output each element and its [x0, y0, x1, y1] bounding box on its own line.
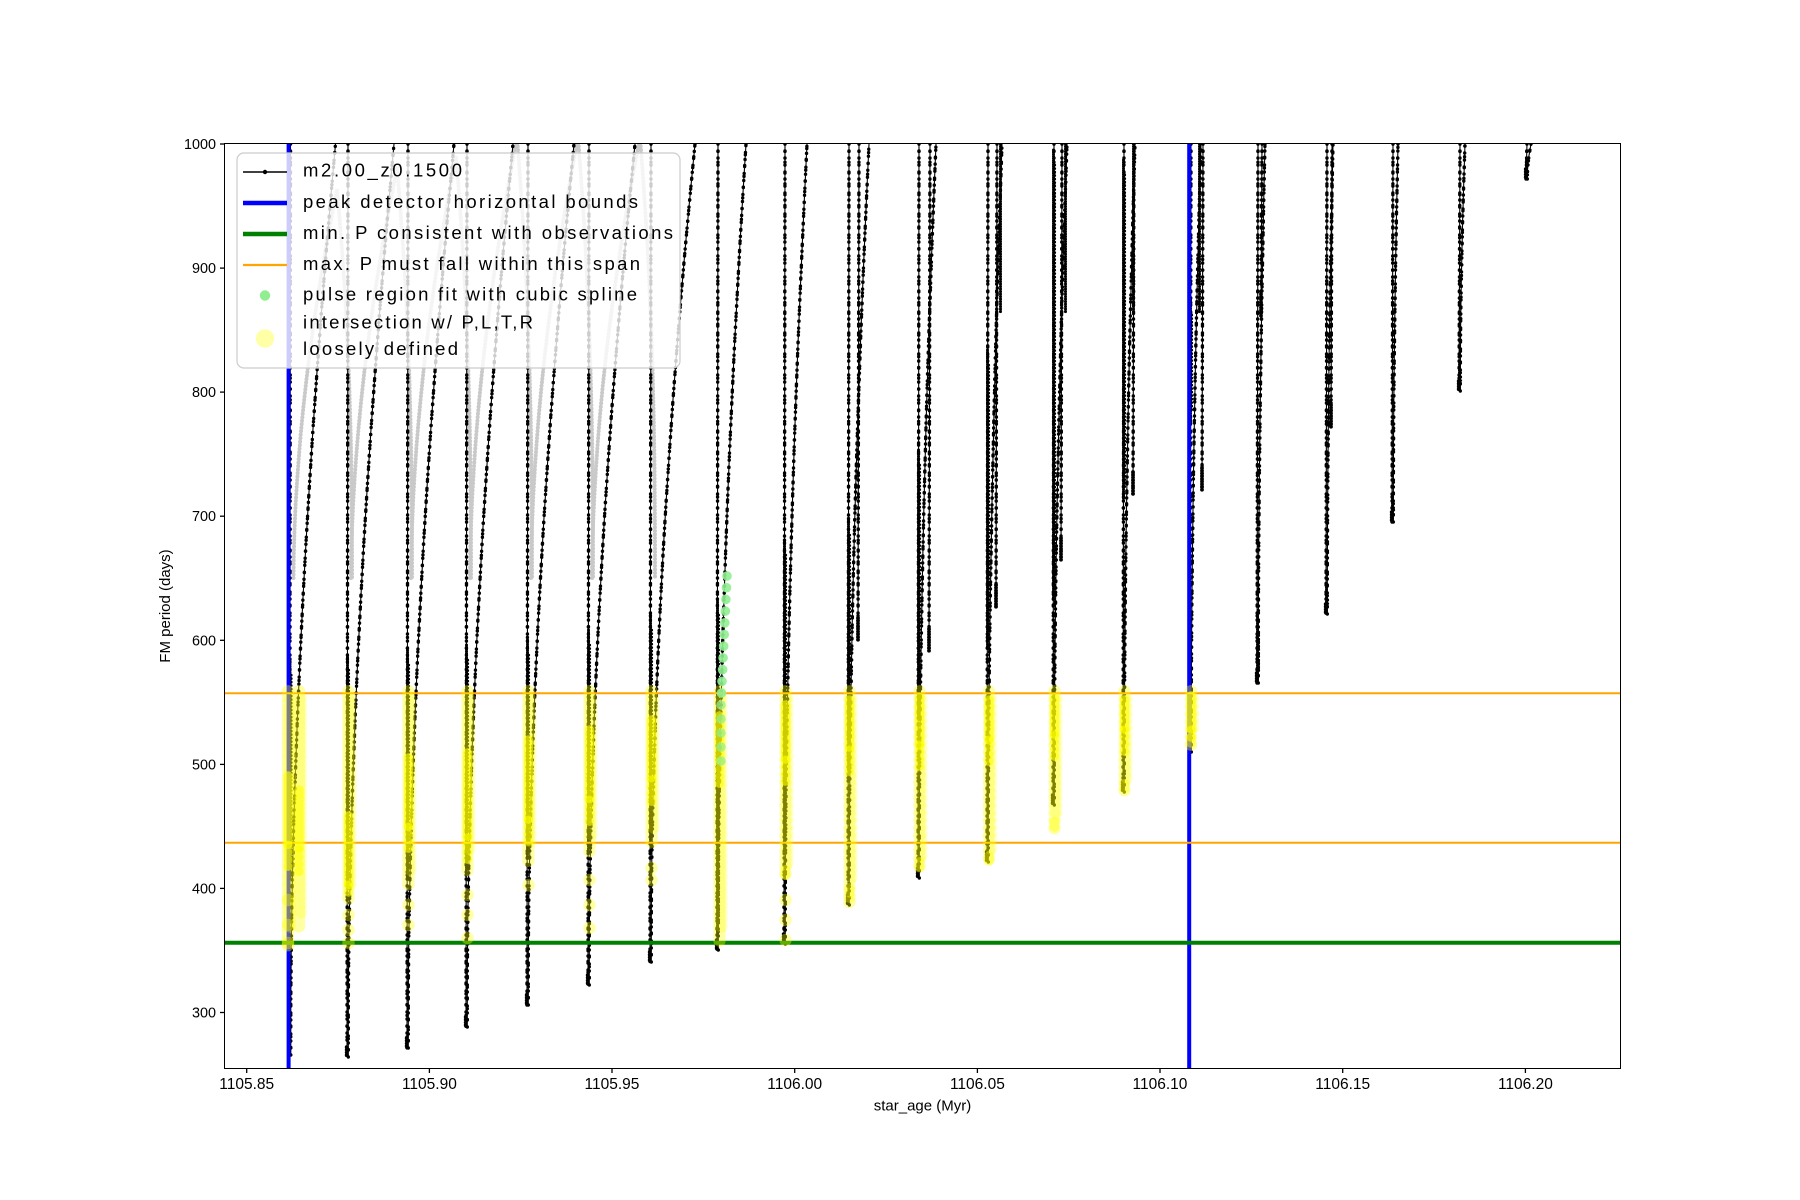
svg-text:peak detector horizontal bound: peak detector horizontal bounds	[303, 191, 638, 212]
svg-text:900: 900	[192, 261, 216, 277]
svg-text:400: 400	[192, 881, 216, 897]
svg-text:star_age (Myr): star_age (Myr)	[874, 1098, 972, 1115]
svg-text:1106.15: 1106.15	[1315, 1076, 1370, 1093]
svg-text:1106.00: 1106.00	[767, 1076, 822, 1093]
svg-text:600: 600	[192, 633, 216, 649]
svg-text:1105.85: 1105.85	[219, 1076, 274, 1093]
svg-text:300: 300	[192, 1006, 216, 1022]
svg-text:FM period (days): FM period (days)	[157, 549, 174, 662]
svg-text:1106.10: 1106.10	[1133, 1076, 1188, 1093]
svg-text:1106.05: 1106.05	[950, 1076, 1005, 1093]
svg-text:min. P consistent with observa: min. P consistent with observations	[303, 222, 673, 243]
svg-text:1105.90: 1105.90	[402, 1076, 457, 1093]
svg-text:pulse region fit with cubic sp: pulse region fit with cubic spline	[303, 284, 637, 305]
svg-text:1000: 1000	[184, 137, 216, 153]
svg-text:700: 700	[192, 509, 216, 525]
svg-text:1105.95: 1105.95	[585, 1076, 640, 1093]
svg-text:1106.20: 1106.20	[1498, 1076, 1553, 1093]
svg-text:loosely defined: loosely defined	[303, 338, 458, 359]
svg-text:m2.00_z0.1500: m2.00_z0.1500	[303, 160, 462, 182]
svg-text:max. P must fall within this s: max. P must fall within this span	[303, 253, 640, 274]
svg-text:intersection w/ P,L,T,R: intersection w/ P,L,T,R	[303, 312, 533, 333]
svg-text:800: 800	[192, 385, 216, 401]
svg-text:500: 500	[192, 757, 216, 773]
